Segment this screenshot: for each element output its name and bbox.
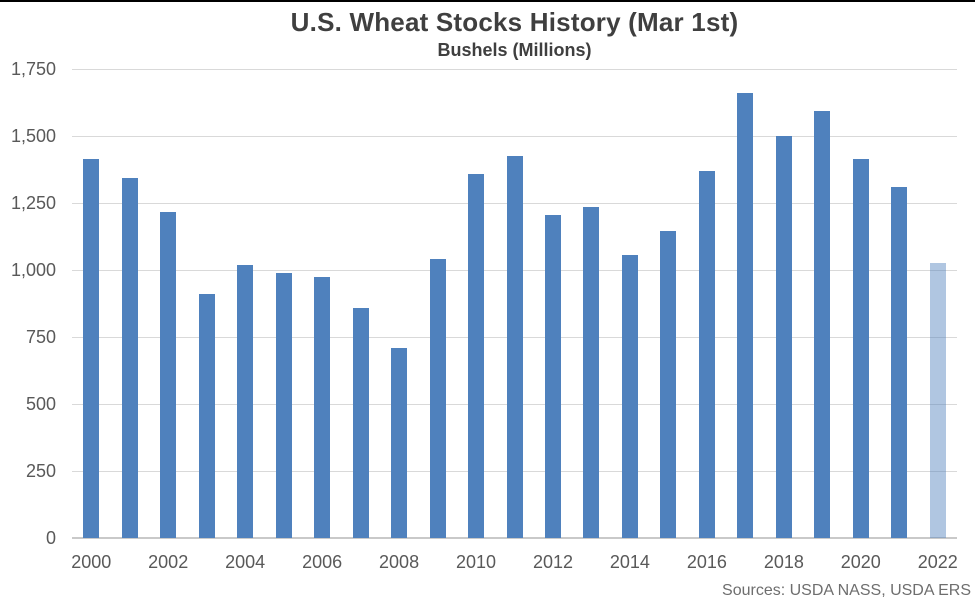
y-tick-label: 1,500	[10, 126, 56, 146]
top-border-line	[0, 0, 975, 2]
bar-2011	[506, 156, 523, 538]
x-axis-line	[72, 537, 957, 539]
bar-2015	[660, 231, 677, 538]
y-tick-label: 750	[25, 327, 56, 347]
bar-2002	[160, 212, 177, 538]
bar-2007	[352, 307, 369, 538]
bar-2009	[429, 259, 446, 538]
bar-2016	[698, 170, 715, 538]
y-tick-label: 250	[25, 461, 56, 481]
y-tick-label: 1,000	[10, 260, 56, 280]
x-tick-label-2002: 2002	[148, 552, 189, 572]
source-note: Sources: USDA NASS, USDA ERS	[722, 582, 971, 599]
chart-title: U.S. Wheat Stocks History (Mar 1st)	[290, 7, 739, 37]
x-tick-label-2022: 2022	[917, 552, 958, 572]
x-tick-label-2020: 2020	[840, 552, 881, 572]
bar-2006	[314, 276, 331, 538]
bar-2013	[583, 207, 600, 538]
bar-2017	[737, 93, 754, 538]
y-tick-label: 1,250	[10, 193, 56, 213]
bar-2012	[544, 215, 561, 538]
x-tick-label-2004: 2004	[225, 552, 266, 572]
gridline	[72, 69, 957, 70]
bar-2000	[83, 158, 100, 538]
x-tick-label-2016: 2016	[686, 552, 727, 572]
bar-2018	[775, 136, 792, 538]
x-tick-label-2018: 2018	[763, 552, 804, 572]
x-tick-label-2008: 2008	[379, 552, 420, 572]
plot-area	[72, 69, 957, 539]
bar-2020	[852, 158, 869, 538]
chart-subtitle: Bushels (Millions)	[437, 40, 592, 60]
x-tick-label-2014: 2014	[609, 552, 650, 572]
bar-2008	[391, 347, 408, 538]
bar-2005	[275, 272, 292, 538]
gridline	[72, 136, 957, 137]
bar-2003	[198, 294, 215, 538]
y-tick-label: 0	[45, 528, 56, 548]
x-tick-label-2000: 2000	[71, 552, 112, 572]
bar-2010	[468, 173, 485, 538]
bar-2014	[621, 255, 638, 538]
x-tick-label-2010: 2010	[455, 552, 497, 572]
x-tick-label-2012: 2012	[532, 552, 573, 572]
bar-2019	[814, 110, 831, 538]
y-tick-label: 500	[25, 394, 56, 414]
bar-2022	[929, 263, 946, 538]
bar-2001	[121, 177, 138, 538]
y-tick-label: 1,750	[10, 59, 56, 79]
x-tick-label-2006: 2006	[302, 552, 343, 572]
bar-2004	[237, 264, 254, 538]
bar-2021	[891, 186, 908, 538]
